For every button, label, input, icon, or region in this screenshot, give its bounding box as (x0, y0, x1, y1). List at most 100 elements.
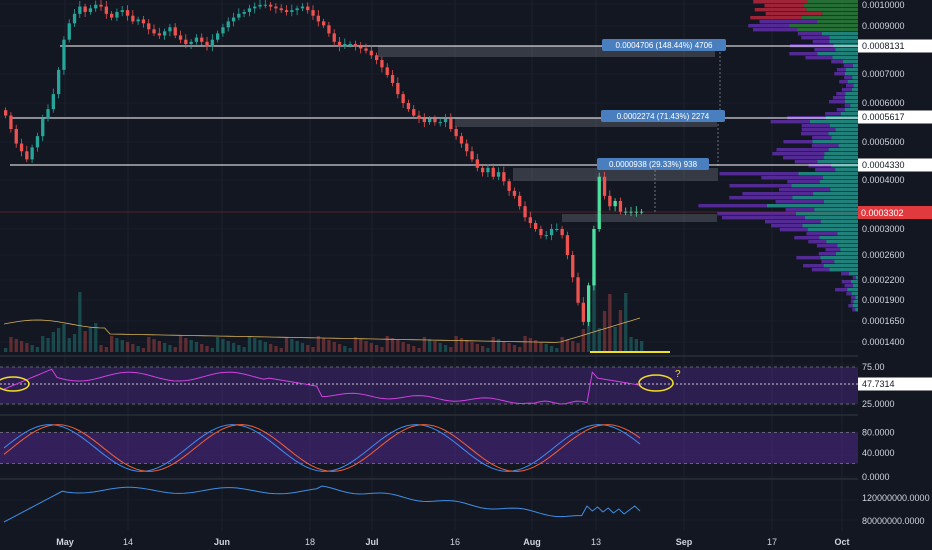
volume-bar (523, 336, 527, 352)
volume-bar (592, 277, 596, 352)
volume-profile-bar-sell (742, 192, 814, 196)
candle-body (597, 176, 601, 229)
volume-profile-bar-sell (852, 276, 856, 280)
candle-body (322, 21, 326, 26)
volume-bar (226, 341, 230, 352)
volume-profile-bar-sell (811, 268, 830, 272)
price-axis-background (858, 0, 932, 530)
volume-profile-bar-sell (789, 52, 818, 56)
volume-profile-bar-sell (764, 4, 805, 8)
volume-profile-bar-buy (789, 24, 858, 28)
volume-profile-bar-buy (855, 296, 858, 300)
volume-bars (3, 277, 670, 353)
volume-bar (544, 344, 548, 352)
volume-profile-bar-sell (836, 108, 845, 112)
volume-bar (237, 345, 241, 352)
volume-profile-bar-buy (819, 236, 858, 240)
volume-profile-bar-sell (787, 180, 820, 184)
volume-profile-bar-buy (837, 244, 858, 248)
candle-body (57, 69, 61, 95)
volume-bar (364, 341, 368, 352)
rsi-line (3, 368, 641, 405)
candle-body (104, 6, 108, 14)
volume-profile-bar-sell (836, 92, 846, 96)
volume-bar (322, 338, 326, 352)
volume-profile-bar-sell (844, 76, 853, 80)
candle-body (247, 8, 252, 12)
volume-bar (88, 327, 93, 352)
volume-profile-bar-sell (796, 256, 821, 260)
volume-profile-bar-buy (819, 180, 858, 184)
volume-profile-bar-sell (801, 128, 836, 132)
volume-profile-bar-sell (721, 216, 806, 220)
candle-body (253, 6, 257, 9)
price-axis[interactable]: 0.0010000 0.0009000 0.0008131 0.0007000 0.00… (858, 0, 932, 530)
volume-bar (375, 345, 379, 352)
candle-body (41, 118, 45, 137)
candle-body (433, 118, 437, 123)
volume-profile-bar-buy (805, 216, 858, 220)
volume-bar (496, 339, 501, 352)
volume-bar (57, 328, 61, 352)
candle-body (454, 129, 458, 137)
volume-bar (608, 294, 612, 352)
volume-profile-bar-sell (770, 120, 810, 124)
volume-profile (698, 0, 858, 312)
candle-body (539, 228, 543, 236)
volume-bar (390, 338, 395, 352)
volume-profile-bar-buy (851, 292, 858, 296)
candle-body (375, 55, 379, 61)
obv-tick-label-1: 80000000.0000 (862, 516, 925, 526)
volume-bar (163, 343, 167, 352)
volume-profile-bar-buy (766, 204, 858, 208)
measure-zone-1 (378, 46, 715, 57)
volume-bar (19, 341, 24, 352)
volume-profile-bar-sell (779, 188, 831, 192)
volume-profile-bar-buy (826, 240, 858, 244)
volume-bar (417, 348, 421, 352)
level-price-tag-5 (858, 110, 932, 124)
volume-profile-bar-buy (840, 112, 858, 116)
volume-profile-bar-sell (729, 184, 792, 188)
candle-body (316, 15, 320, 22)
volume-profile-bar-buy (823, 156, 858, 160)
volume-bar (486, 348, 490, 352)
volume-bar (629, 337, 633, 352)
candle-body (300, 6, 305, 9)
price-tick-label-0: 0.0010000 (862, 0, 905, 10)
candle-body (290, 10, 294, 12)
candle-body (184, 39, 188, 45)
time-axis[interactable]: May 14 Jun 18 Jul 16 Aug 13 Sep 17 Oct (0, 530, 932, 550)
volume-profile-bar-sell (848, 304, 853, 308)
candle-body (258, 4, 262, 7)
volume-profile-bar-sell (698, 204, 767, 208)
volume-bar (279, 348, 283, 352)
candle-body (518, 195, 522, 207)
volume-bar (157, 341, 161, 352)
volume-bar (422, 337, 426, 352)
price-tick-label-5: 0.0005617 (862, 112, 905, 122)
volume-profile-bar-sell (815, 168, 836, 172)
volume-profile-bar-sell (808, 240, 827, 244)
volume-profile-bar-buy (835, 128, 858, 132)
volume-bar (316, 336, 320, 352)
candle-body (221, 27, 225, 34)
candle-body (459, 136, 464, 144)
candle-body (428, 118, 432, 123)
volume-profile-bar-buy (801, 16, 858, 20)
candle-body (608, 195, 612, 207)
volume-profile-bar-sell (841, 272, 850, 276)
candle-body (581, 302, 585, 322)
volume-bar (200, 344, 204, 352)
candle-body (417, 115, 421, 119)
volume-bar (396, 340, 400, 352)
volume-profile-bar-sell (772, 152, 825, 156)
candle-body (194, 37, 199, 42)
volume-profile-bar-sell (719, 172, 799, 176)
candle-body (401, 94, 405, 103)
volume-bar (4, 348, 8, 352)
candle-body (279, 8, 283, 11)
volume-profile-bar-buy (824, 152, 858, 156)
volume-bar (242, 347, 246, 352)
